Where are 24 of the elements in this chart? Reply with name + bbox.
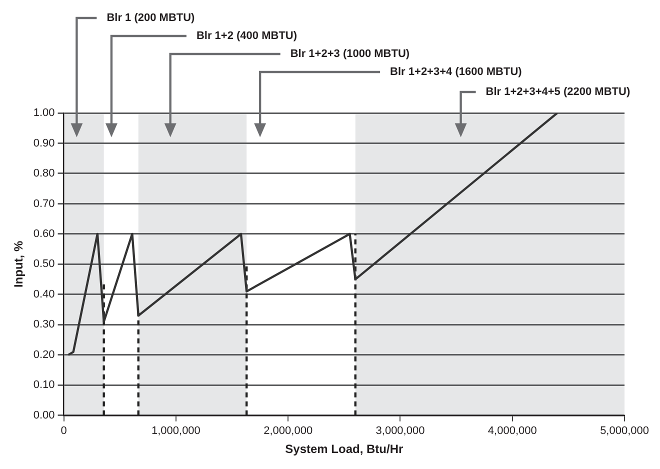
x-axis-title: System Load, Btu/Hr [285, 442, 404, 456]
y-tick-label: 0.80 [33, 168, 55, 180]
y-tick-label: 1.00 [33, 107, 55, 120]
y-tick-label: 0.10 [33, 379, 55, 392]
y-axis-title: Input, % [12, 240, 26, 288]
y-tick-label: 0.60 [33, 228, 55, 240]
text: Blr 1+2+3+4+5 (2200 MBTU) [486, 86, 630, 98]
y-tick-label: 0.90 [33, 137, 55, 150]
y-tick-label: 0.00 [33, 409, 55, 422]
x-tick-label: 0 [60, 425, 67, 438]
x-tick-label: 2,000,000 [264, 425, 313, 438]
y-tick-label: 0.20 [33, 348, 55, 361]
y-tick-label: 0.50 [33, 258, 55, 270]
x-tick-label: 4,000,000 [488, 425, 537, 438]
y-tick-label: 0.70 [33, 198, 55, 210]
y-tick-label: 0.40 [33, 288, 55, 300]
x-tick-label: 3,000,000 [376, 425, 425, 438]
text: Blr 1+2+3 (1000 MBTU) [290, 48, 410, 60]
x-tick-label: 5,000,000 [600, 425, 649, 438]
y-tick-label: 0.30 [33, 318, 55, 331]
text: Blr 1+2+3+4 (1600 MBTU) [390, 66, 522, 78]
x-tick-label: 1,000,000 [151, 425, 200, 438]
text: Blr 1+2 (400 MBTU) [196, 30, 298, 42]
text: Blr 1 (200 MBTU) [106, 12, 196, 24]
